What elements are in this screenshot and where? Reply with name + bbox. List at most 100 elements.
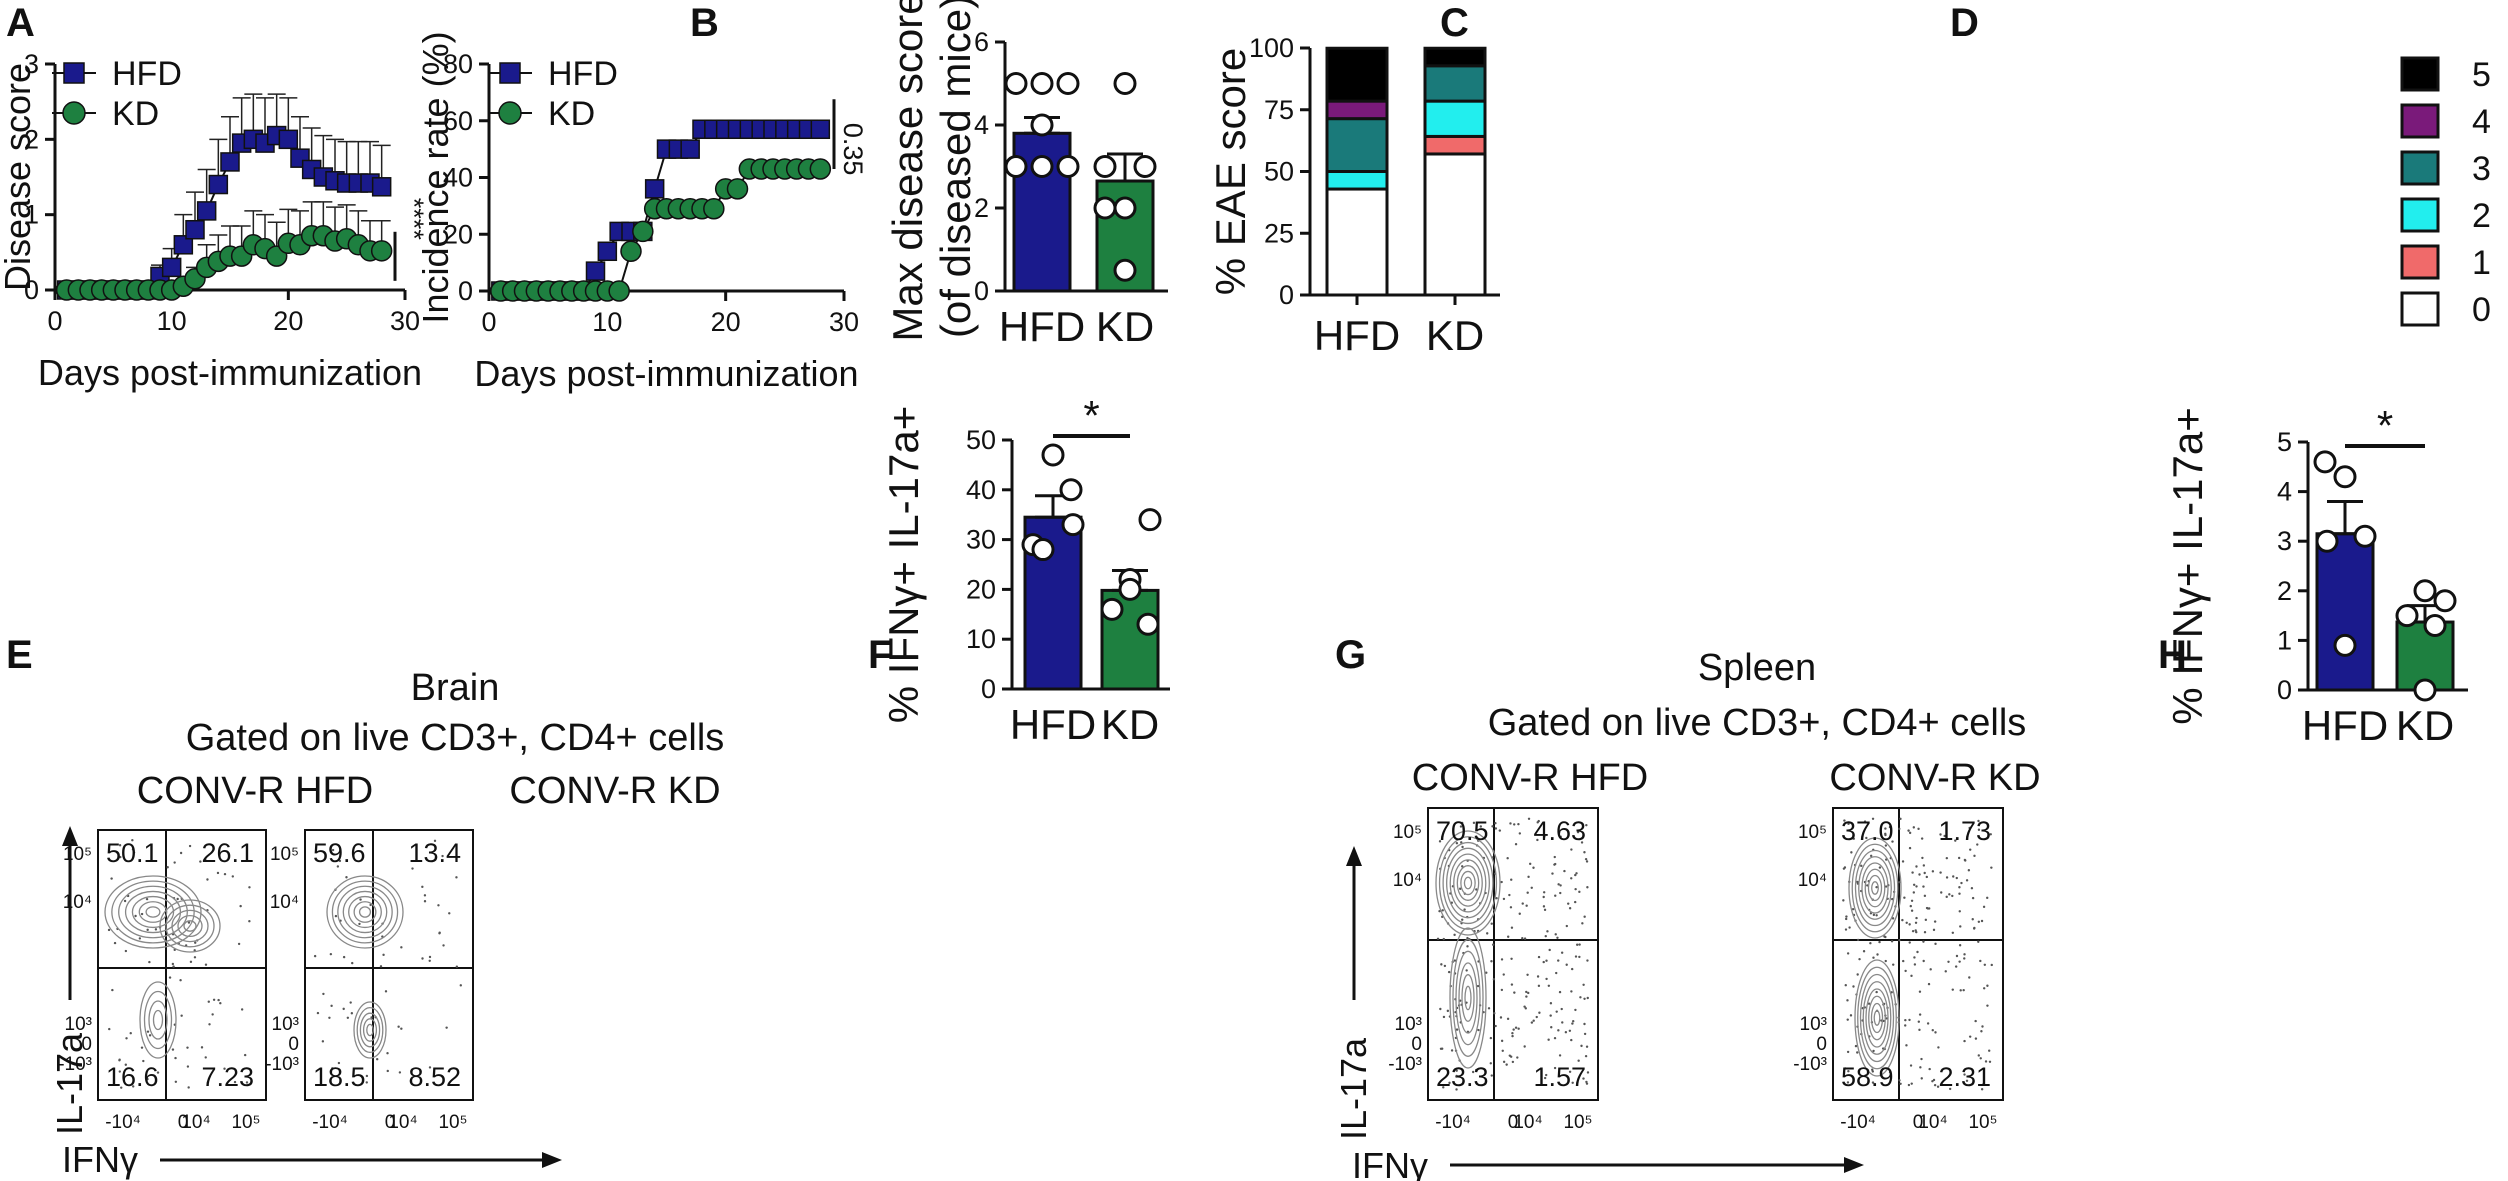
event-dot xyxy=(1876,953,1879,956)
y-axis-label: % IFNγ+ IL-17a+ xyxy=(2164,407,2211,724)
event-dot xyxy=(1972,927,1976,930)
contour-line xyxy=(1455,950,1481,1046)
event-dot xyxy=(1974,1037,1978,1040)
event-dot xyxy=(1866,884,1869,887)
event-dot xyxy=(1586,996,1589,1000)
event-dot xyxy=(1440,963,1443,966)
contour-line xyxy=(1862,981,1892,1055)
legend-swatch-score-0 xyxy=(2400,291,2440,327)
event-dot xyxy=(1875,990,1878,994)
event-dot xyxy=(370,1016,373,1019)
event-dot xyxy=(1925,875,1929,879)
event-dot xyxy=(1565,963,1568,966)
flow-x-tick-label: 0 xyxy=(385,1112,396,1133)
panel-e-plot2-header: CONV-R KD xyxy=(509,770,720,812)
event-dot xyxy=(1544,934,1547,938)
event-dot xyxy=(1491,943,1495,946)
flow-y-tick-label: 10³ xyxy=(272,1014,299,1035)
x-tick-label: 20 xyxy=(273,306,303,336)
event-dot xyxy=(1899,817,1902,821)
event-dot xyxy=(1928,1067,1931,1071)
event-dot xyxy=(423,894,427,897)
event-dot xyxy=(1986,984,1989,987)
contour-line xyxy=(1446,847,1490,919)
quadrant-value-bottom-left: 23.3 xyxy=(1436,1062,1489,1092)
event-dot xyxy=(1560,1007,1563,1011)
event-dot xyxy=(193,956,197,959)
event-dot xyxy=(1915,916,1918,920)
contour-line xyxy=(111,880,195,944)
contour-line xyxy=(362,1018,378,1042)
event-dot xyxy=(1441,909,1444,912)
event-dot xyxy=(1934,942,1937,946)
flow-x-tick-label: 10⁴ xyxy=(181,1112,210,1133)
event-dot xyxy=(1968,826,1971,830)
event-dot xyxy=(1967,869,1971,872)
event-dot xyxy=(1490,922,1493,925)
y-tick-label: 3 xyxy=(24,49,39,79)
event-dot xyxy=(1586,1071,1590,1074)
event-dot xyxy=(1898,881,1901,884)
event-dot xyxy=(1884,833,1887,837)
event-dot xyxy=(138,937,142,940)
flow-x-tick-label: -10⁴ xyxy=(1435,1112,1471,1133)
event-dot xyxy=(331,1067,334,1070)
contour-line xyxy=(1858,856,1892,920)
contour-line xyxy=(104,875,202,949)
event-dot xyxy=(1963,1073,1966,1076)
event-dot xyxy=(1532,866,1535,869)
event-dot xyxy=(1923,871,1926,875)
event-dot xyxy=(1521,902,1524,905)
contour-line xyxy=(359,1012,381,1048)
event-dot xyxy=(1945,895,1948,899)
event-dot xyxy=(1923,930,1927,934)
legend-label-kd: KD xyxy=(112,95,159,133)
quadrant-value-top-right: 4.63 xyxy=(1533,816,1586,846)
flow-y-tick-label: 10³ xyxy=(65,1014,92,1035)
event-dot xyxy=(316,1011,320,1015)
event-dot xyxy=(1844,917,1848,921)
x-axis-label: Days post-immunization xyxy=(474,353,858,394)
contour-line xyxy=(139,981,177,1059)
event-dot xyxy=(1472,821,1476,825)
flow-x-tick-label: 10⁵ xyxy=(231,1112,260,1133)
y-tick-label: 0 xyxy=(1279,280,1294,310)
contour-line xyxy=(1449,853,1487,913)
panel-label-c: C xyxy=(1440,1,1469,45)
event-dot xyxy=(1847,1070,1850,1073)
event-dot xyxy=(248,886,251,889)
event-dot xyxy=(1884,844,1888,847)
flow-y-tick-label: 10³ xyxy=(1800,1014,1827,1035)
event-dot xyxy=(1502,897,1506,901)
panel-e-flow-cytometry: Brain Gated on live CD3+, CD4+ cells CON… xyxy=(49,667,724,1180)
contour-line xyxy=(1435,830,1501,936)
y-tick-label: 1 xyxy=(2277,625,2292,655)
event-dot xyxy=(1925,906,1929,910)
flow-y-tick-label: 10⁴ xyxy=(63,892,92,913)
event-dot xyxy=(154,928,158,931)
event-dot xyxy=(337,1061,341,1065)
event-dot xyxy=(345,876,348,879)
data-point-kd xyxy=(1100,597,1124,621)
y-axis-label-line2: (of diseased mice) xyxy=(932,0,979,338)
event-dot xyxy=(437,904,440,907)
contour-line xyxy=(1865,988,1889,1048)
y-tick-label: 20 xyxy=(966,574,996,604)
stack-segment-score-1 xyxy=(1423,134,1487,156)
event-dot xyxy=(1871,817,1875,820)
event-dot xyxy=(1583,915,1586,918)
event-dot xyxy=(1524,1007,1527,1010)
event-dot xyxy=(1977,828,1981,831)
quadrant-value-top-left: 70.5 xyxy=(1436,816,1489,846)
x-tick-label: 10 xyxy=(157,306,187,336)
event-dot xyxy=(1561,1021,1564,1024)
flow-y-tick-label: -10³ xyxy=(1388,1054,1422,1075)
event-dot xyxy=(1485,971,1488,974)
flow-plot-frame xyxy=(304,829,474,1101)
event-dot xyxy=(1557,959,1560,962)
event-dot xyxy=(142,1059,145,1063)
event-dot xyxy=(1842,899,1845,902)
quadrant-value-top-right: 26.1 xyxy=(201,838,254,868)
event-dot xyxy=(1577,1059,1580,1062)
event-dot xyxy=(1901,918,1904,922)
